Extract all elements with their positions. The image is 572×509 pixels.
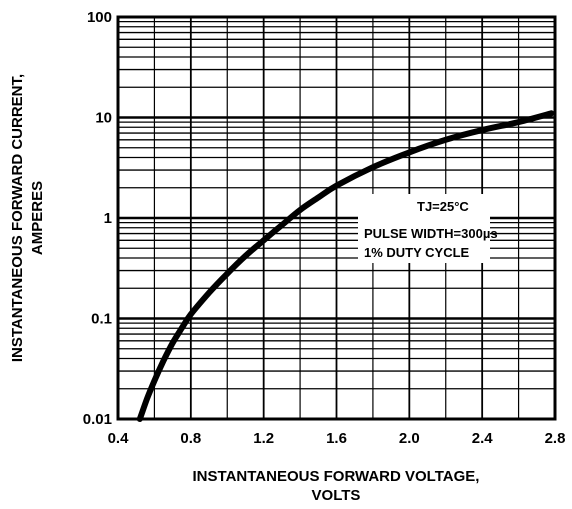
y-tick-labels: 0.01 0.1 1 10 100 xyxy=(83,9,112,428)
x-tick-label: 2.8 xyxy=(545,430,566,447)
x-tick-label: 1.2 xyxy=(253,430,274,447)
x-tick-labels: 0.4 0.8 1.2 1.6 2.0 2.4 2.8 xyxy=(108,430,566,447)
annotation-pulse-width: PULSE WIDTH=300µs xyxy=(364,226,498,241)
annotation-temperature: TJ=25°C xyxy=(417,199,469,214)
x-tick-label: 0.4 xyxy=(108,430,130,447)
y-tick-label: 1 xyxy=(104,210,112,227)
annotation-background xyxy=(358,194,490,263)
x-tick-label: 2.4 xyxy=(472,430,494,447)
series-line xyxy=(136,110,555,422)
x-tick-label: 0.8 xyxy=(180,430,201,447)
y-tick-label: 10 xyxy=(95,110,112,127)
y-tick-label: 0.1 xyxy=(91,311,112,328)
y-tick-label: 100 xyxy=(87,9,112,26)
y-axis-title-line1: INSTANTANEOUS FORWARD CURRENT, xyxy=(9,74,26,362)
x-axis-title-line1: INSTANTANEOUS FORWARD VOLTAGE, xyxy=(193,468,480,485)
x-tick-label: 2.0 xyxy=(399,430,420,447)
annotation-duty-cycle: 1% DUTY CYCLE xyxy=(364,245,470,260)
x-axis-title-line2: VOLTS xyxy=(312,487,361,504)
x-tick-label: 1.6 xyxy=(326,430,347,447)
y-axis-title-line2: AMPERES xyxy=(29,181,46,255)
y-tick-label: 0.01 xyxy=(83,411,112,428)
plot-frame xyxy=(116,15,557,421)
